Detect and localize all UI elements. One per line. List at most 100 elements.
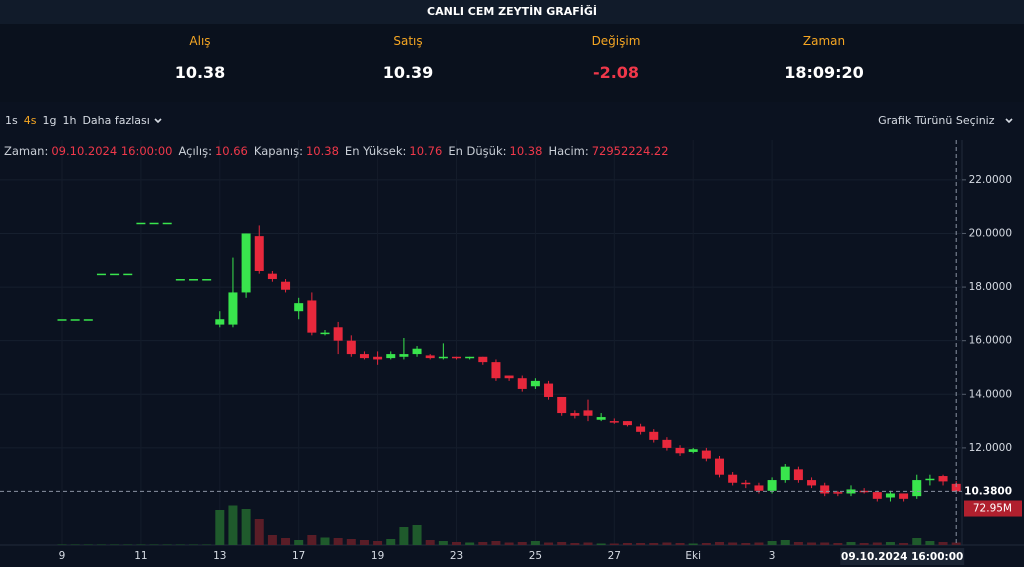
volume-bar [557, 542, 567, 545]
candle-body [425, 355, 435, 359]
volume-bar [872, 542, 882, 545]
volume-bar [478, 542, 488, 545]
volume-bar [846, 542, 856, 545]
volume-bar [807, 542, 817, 545]
candle-body [596, 417, 606, 420]
candle-body [741, 482, 751, 485]
interval-button[interactable]: 1h [62, 114, 77, 127]
candle-body [373, 356, 383, 360]
volume-bar [583, 542, 593, 545]
volume-bar [649, 543, 659, 545]
candle-body [609, 421, 619, 423]
candle-body [885, 493, 895, 498]
candle-body [202, 279, 212, 281]
crosshair-time-box [840, 548, 965, 565]
y-tick-label: 18.0000 [969, 281, 1012, 293]
volume-bar [938, 542, 948, 545]
candle-body [583, 410, 593, 416]
volume-label: 72.95M [973, 503, 1012, 515]
candle-body [793, 469, 803, 481]
legend-value: 10.76 [409, 144, 443, 158]
volume-bar [925, 541, 935, 545]
candle-body [649, 431, 659, 440]
candle-body [675, 447, 685, 454]
candle-body [333, 327, 343, 341]
volume-bar [833, 543, 843, 545]
volume-bar [504, 542, 514, 545]
volume-bar [780, 540, 790, 545]
candle-body [96, 273, 106, 276]
candle-body [544, 383, 554, 397]
candle-body [570, 413, 580, 416]
volume-bar [609, 543, 619, 545]
volume-bar [715, 542, 724, 545]
candle-body [452, 356, 461, 359]
volume-bar [596, 543, 606, 545]
volume-bar [885, 542, 895, 545]
candle-body [715, 458, 724, 475]
volume-bar [96, 544, 106, 545]
volume-bar [662, 542, 672, 545]
volume-bar [215, 510, 225, 545]
candle-body [110, 273, 120, 276]
volume-label-box [964, 500, 1022, 517]
interval-button[interactable]: 4s [23, 114, 37, 127]
volume-bar [636, 543, 646, 545]
candle-body [491, 362, 501, 379]
x-tick-label: Eki [685, 550, 701, 562]
x-tick-label: 11 [134, 550, 147, 562]
legend-key: Zaman: [4, 144, 49, 158]
y-tick-label: 22.0000 [969, 174, 1012, 186]
candle-body [70, 319, 80, 321]
candle-body [925, 478, 935, 481]
legend-value: 10.38 [509, 144, 543, 158]
interval-button[interactable]: 1g [42, 114, 57, 127]
candle-body [780, 466, 790, 481]
chart-type-select[interactable]: Grafik Türünü Seçiniz [878, 114, 1014, 127]
volume-bar [412, 525, 422, 545]
stat-label: Değişim [591, 34, 641, 48]
chart: 12.0000 14.0000 16.0000 18.0000 20.0000 22.00… [0, 140, 1024, 567]
volume-bar [70, 544, 80, 545]
stat-value: 18:09:20 [784, 63, 864, 82]
legend-key: Kapanış: [253, 144, 303, 158]
stat-value: 10.39 [382, 63, 434, 82]
volume-bar [241, 509, 251, 545]
stat-label: Alış [189, 34, 211, 48]
volume-bar [373, 541, 383, 545]
candle-body [228, 292, 238, 325]
candle-body [149, 222, 159, 225]
volume-bar [57, 544, 67, 545]
volume-bar [294, 540, 304, 545]
candle-body [530, 380, 540, 387]
candle-body [189, 279, 198, 281]
candle-body [662, 439, 672, 448]
last-price-box [964, 483, 1022, 500]
candle-body [807, 480, 817, 486]
candle-body [267, 273, 277, 280]
volume-bar [399, 527, 409, 545]
y-tick-label: 20.0000 [969, 227, 1012, 239]
candle-body [465, 356, 475, 359]
crosshair-time-label: 09.10.2024 16:00:00 [841, 551, 963, 563]
candle-body [281, 281, 291, 290]
candle-body [688, 449, 698, 452]
volume-bar [202, 544, 212, 545]
volume-bar [438, 541, 448, 545]
interval-button[interactable]: 1s [5, 114, 18, 127]
title-bar: CANLI CEM ZEYTİN GRAFİĞİ [0, 0, 1024, 24]
x-tick-label: 9 [59, 550, 66, 562]
stats: Alış 10.38 Satış 10.39 Değişim -2.08 Zaman 18:0… [0, 24, 1024, 102]
volume-bar [741, 543, 751, 545]
chart-type-label[interactable]: Grafik Türünü Seçiniz [878, 114, 995, 127]
more-button[interactable]: Daha fazlası [82, 114, 163, 127]
stat-value: 10.38 [174, 63, 226, 82]
candle-body [83, 319, 93, 321]
volume-bar [267, 535, 277, 545]
candle-body [412, 348, 422, 355]
volume-bar [622, 543, 632, 545]
candle-body [517, 378, 527, 389]
legend-value: 10.66 [214, 144, 248, 158]
candle-body [622, 421, 632, 426]
